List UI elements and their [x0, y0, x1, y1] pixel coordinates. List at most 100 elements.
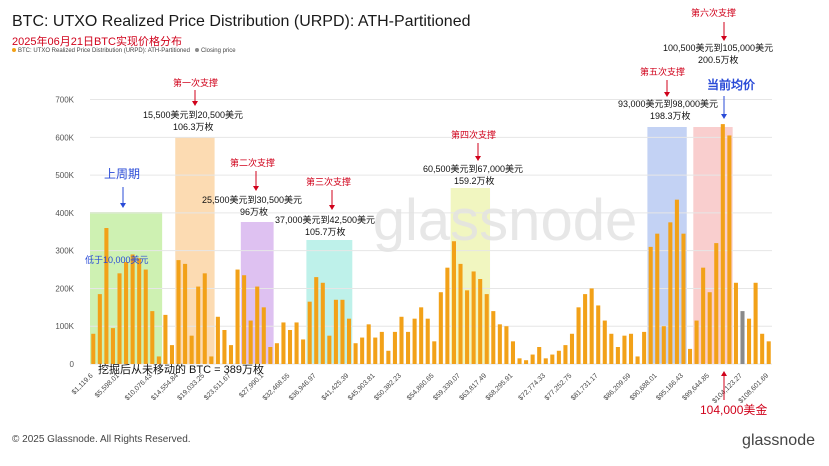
bar	[720, 124, 725, 364]
bar	[615, 347, 620, 364]
bar	[733, 282, 738, 364]
bar	[274, 343, 279, 364]
bar	[543, 358, 548, 364]
y-tick-label: 600K	[55, 133, 74, 142]
bar	[530, 354, 535, 364]
bar	[504, 326, 509, 364]
bar	[478, 279, 483, 364]
bar	[169, 345, 175, 364]
legend: BTC: UTXO Realized Price Distribution (U…	[12, 48, 236, 54]
bar	[642, 331, 647, 364]
legend-closing-swatch	[194, 48, 199, 53]
annotation-arrowhead	[721, 36, 727, 41]
bar	[392, 331, 397, 364]
bar	[747, 318, 752, 364]
bar	[596, 305, 601, 364]
bar	[760, 333, 765, 364]
x-tick-label: $68,295.91	[485, 372, 515, 402]
support1-range: 15,500美元到20,500美元	[143, 110, 244, 120]
unmoved-btc-label: 挖掘后从未移动的 BTC = 389万枚	[98, 364, 264, 376]
bar	[137, 258, 142, 364]
bar	[366, 324, 371, 364]
support2-title: 第二次支撑	[230, 158, 276, 168]
y-tick-label: 500K	[55, 171, 74, 180]
bar	[281, 322, 286, 364]
bar	[222, 330, 227, 364]
bar	[91, 333, 96, 364]
support4-amount: 159.2万枚	[454, 176, 495, 186]
bar	[674, 199, 679, 364]
bar	[445, 267, 450, 364]
bar	[261, 307, 266, 364]
bar	[609, 333, 614, 364]
bar	[668, 222, 673, 364]
bar	[320, 282, 325, 364]
x-tick-label: $50,382.23	[373, 372, 403, 402]
bar	[97, 294, 102, 364]
bar	[537, 347, 542, 364]
bar	[681, 233, 686, 364]
bar	[346, 318, 352, 364]
bar	[248, 320, 253, 364]
bar	[458, 263, 463, 364]
bar	[524, 360, 529, 364]
support4-range: 60,500美元到67,000美元	[423, 164, 524, 174]
y-tick-label: 100K	[55, 322, 74, 331]
x-tick-label: $5,598.01	[94, 372, 121, 399]
chart-title: BTC: UTXO Realized Price Distribution (U…	[12, 13, 471, 30]
bar	[628, 333, 634, 364]
bar	[648, 246, 653, 364]
bar	[694, 320, 699, 364]
bar	[104, 228, 109, 364]
bar	[425, 318, 430, 364]
support6-amount: 200.5万枚	[698, 55, 739, 65]
y-tick-label: 700K	[55, 96, 74, 105]
bar	[707, 292, 712, 364]
bar	[622, 335, 627, 364]
support1-title: 第一次支撑	[173, 78, 219, 88]
support-zone-6	[647, 127, 687, 364]
closing-price-bar	[740, 311, 745, 364]
bar	[576, 307, 581, 364]
support5-amount: 198.3万枚	[650, 111, 691, 121]
bar	[655, 233, 660, 364]
bar	[242, 275, 247, 364]
bar	[301, 339, 306, 364]
bar	[373, 337, 378, 364]
copyright: © 2025 Glassnode. All Rights Reserved.	[12, 434, 191, 445]
y-tick-label: 300K	[55, 247, 74, 256]
support6-range: 100,500美元到105,000美元	[663, 43, 774, 53]
x-tick-label: $99,644.85	[681, 372, 711, 402]
bar	[491, 311, 496, 364]
bar	[268, 347, 273, 364]
bar	[215, 316, 220, 364]
bar	[163, 314, 168, 364]
annotation-arrowhead	[120, 203, 126, 208]
chart-subtitle: 2025年06月21日BTC实现价格分布	[12, 36, 182, 48]
annotation-arrowhead	[721, 371, 727, 376]
bar	[176, 260, 181, 364]
price-104000-label: 104,000美金	[700, 403, 768, 417]
bar	[687, 348, 693, 364]
bar	[196, 286, 201, 364]
legend-series-swatch	[12, 48, 16, 53]
bar	[589, 288, 594, 364]
annotation-arrowhead	[192, 101, 198, 106]
bar	[602, 320, 607, 364]
bar	[228, 345, 234, 364]
x-tick-label: $81,731.17	[570, 372, 600, 402]
support2-range: 25,500美元到30,500美元	[202, 195, 303, 205]
bar	[399, 316, 404, 364]
bar	[563, 345, 568, 364]
legend-closing-label: Closing price	[200, 48, 236, 54]
x-tick-label: $1,119.6	[71, 372, 95, 396]
bar	[130, 254, 135, 364]
bar	[569, 333, 575, 364]
support4-title: 第四次支撑	[451, 130, 497, 140]
bar	[294, 322, 299, 364]
bar	[484, 294, 489, 364]
bar	[451, 241, 456, 364]
bar	[406, 331, 411, 364]
bar	[517, 358, 522, 364]
annotation-arrowhead	[329, 205, 335, 210]
